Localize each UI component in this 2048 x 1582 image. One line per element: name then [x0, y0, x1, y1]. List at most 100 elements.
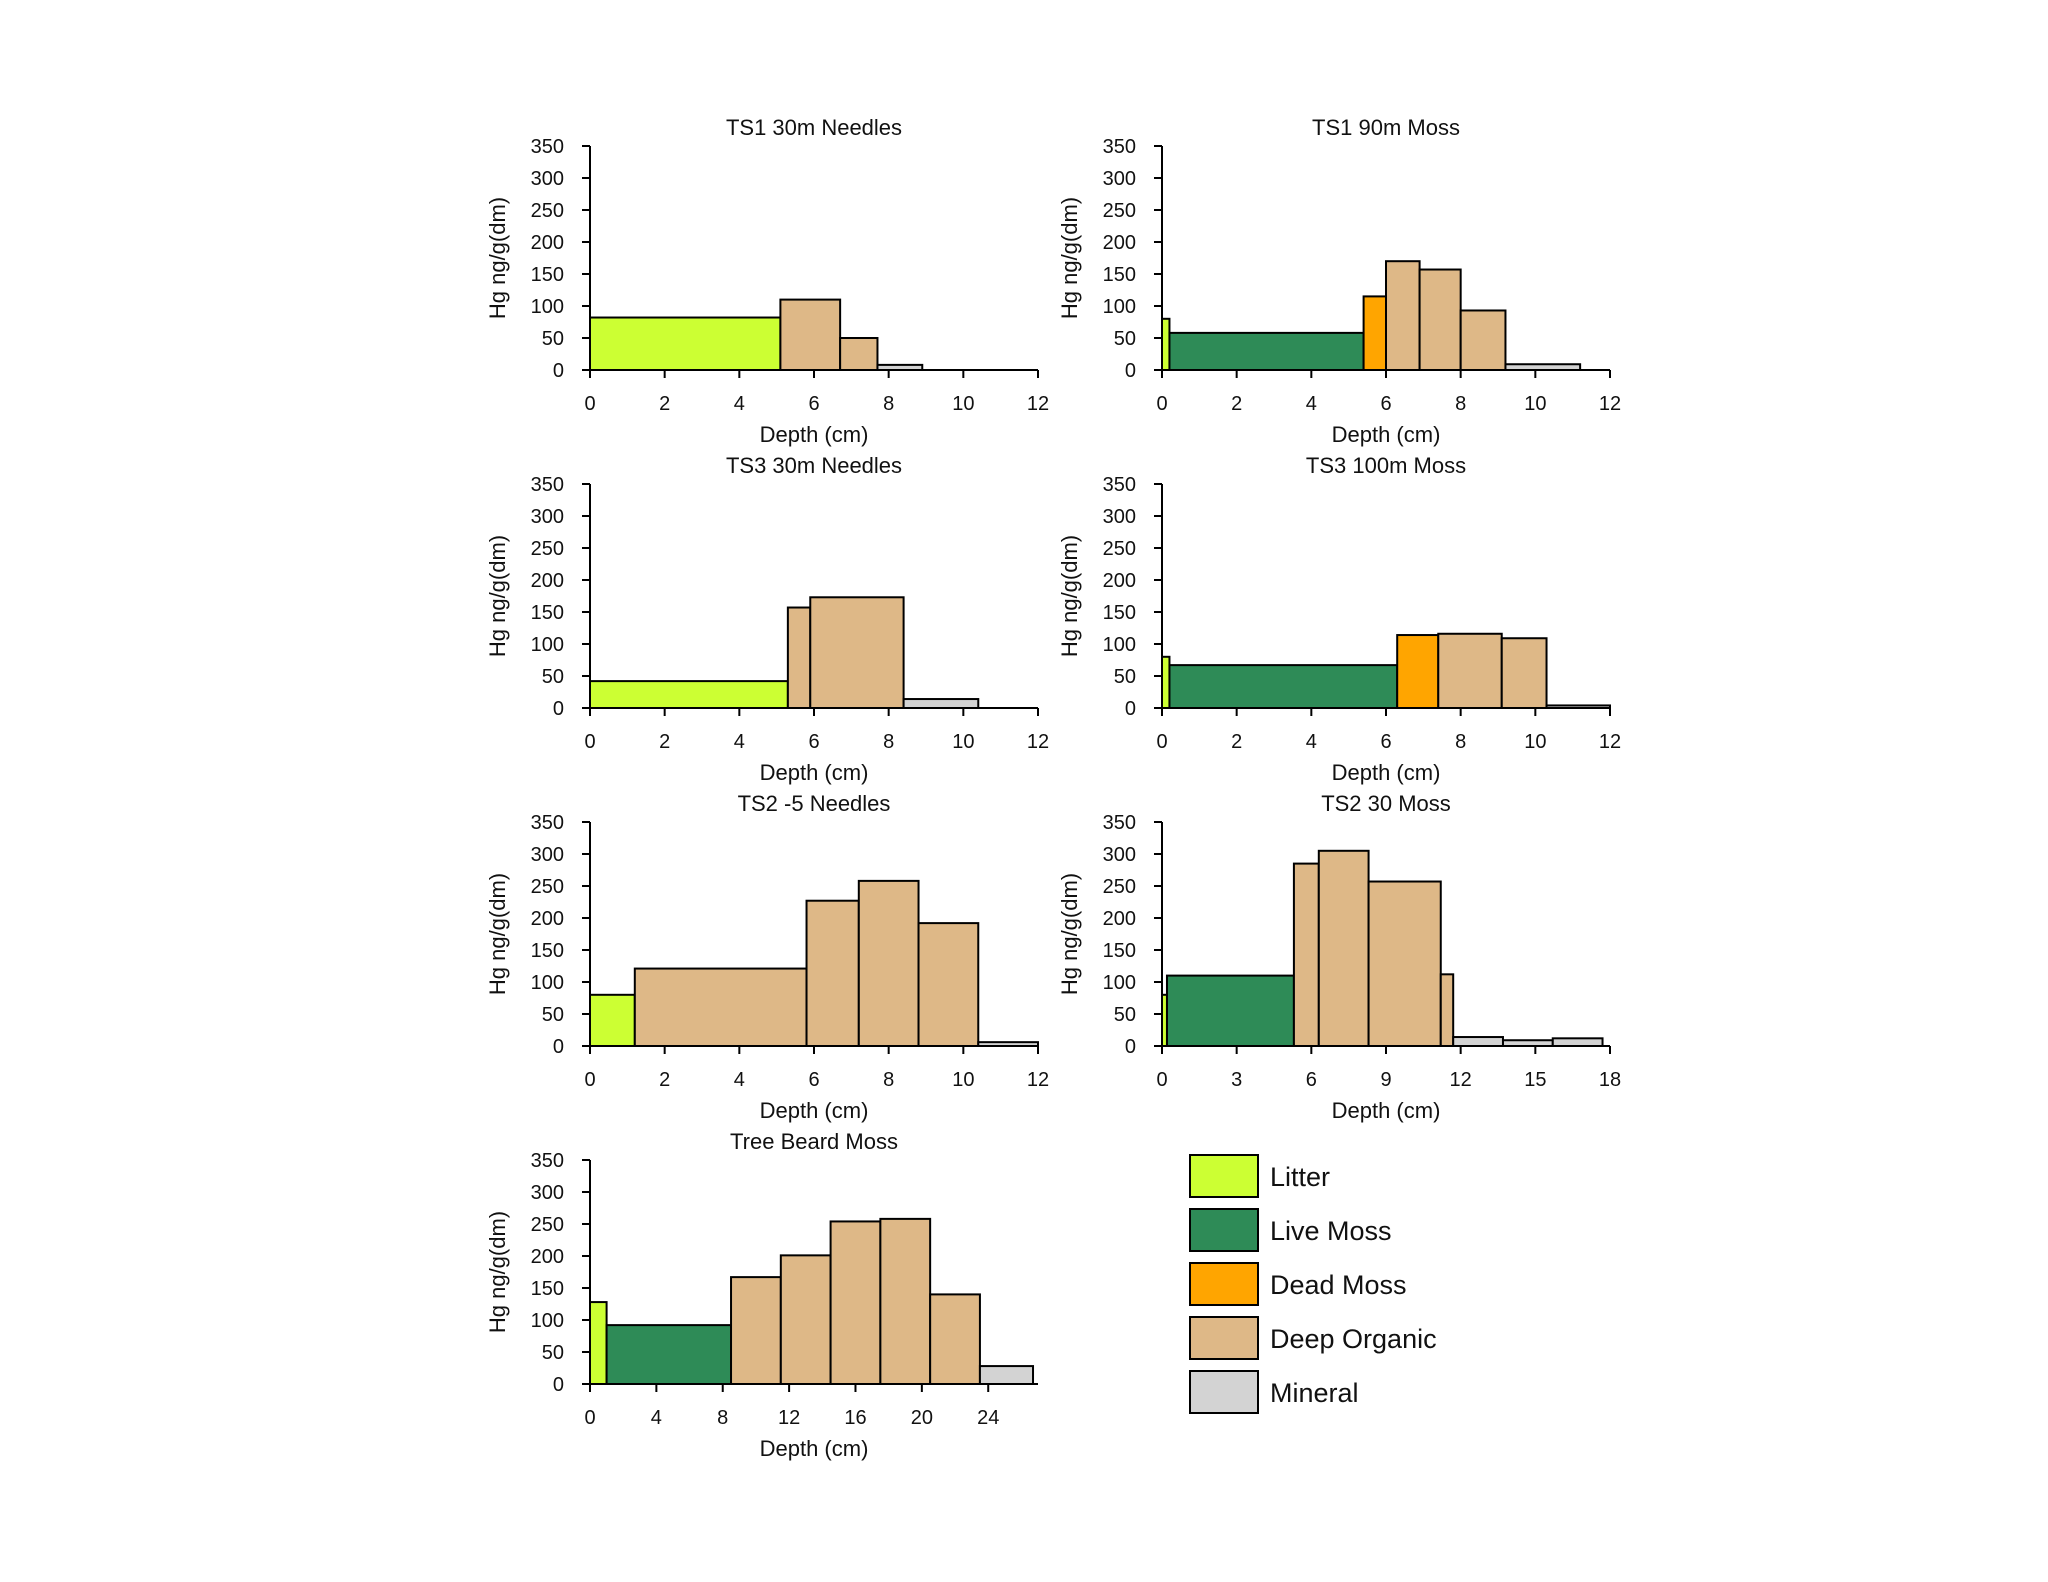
bar-deep-organic: [917, 922, 980, 1047]
y-axis-label: Hg ng/g(dm): [1057, 535, 1082, 657]
chart-title: Tree Beard Moss: [730, 1129, 898, 1154]
legend-item-dead-moss: Dead Moss: [1189, 1262, 1407, 1306]
bar-mineral: [902, 698, 980, 709]
bar-deep-organic: [779, 298, 842, 372]
chart-panel: 0 50 100 150 200 250 300 350 0 4 8 12 16 20 24 Tree Bea…: [485, 1129, 1038, 1461]
bar-deep-organic: [929, 1293, 981, 1386]
chart-panel: 0 50 100 150 200 250 300 350 0 2 4 6 8 10 12 TS1 90m Mo…: [1057, 115, 1621, 447]
y-tick-label: 50: [542, 1342, 564, 1364]
x-tick-label: 0: [1156, 731, 1167, 753]
bar-dead-moss: [1396, 634, 1440, 709]
y-tick-label: 100: [1103, 296, 1136, 318]
bar-live-moss: [605, 1324, 733, 1385]
y-axis-label: Hg ng/g(dm): [485, 1211, 510, 1333]
y-tick-label: 150: [1103, 264, 1136, 286]
chart-panel: 0 50 100 150 200 250 300 350 0 2 4 6 8 10 12 TS3 30m Ne…: [485, 453, 1049, 785]
x-tick-label: 15: [1524, 1069, 1546, 1091]
x-tick-label: 2: [659, 731, 670, 753]
x-tick-label: 4: [734, 1069, 745, 1091]
x-tick-label: 10: [1524, 393, 1546, 415]
x-tick-label: 0: [584, 393, 595, 415]
bar-litter: [589, 993, 636, 1047]
x-axis-label: Depth (cm): [1332, 422, 1441, 447]
y-tick-label: 350: [531, 136, 564, 158]
chart-title: TS1 30m Needles: [726, 115, 902, 140]
y-tick-label: 50: [542, 328, 564, 350]
x-tick-label: 3: [1231, 1069, 1242, 1091]
x-tick-label: 10: [952, 393, 974, 415]
x-tick-label: 0: [584, 731, 595, 753]
y-tick-label: 50: [542, 666, 564, 688]
y-tick-label: 100: [531, 1310, 564, 1332]
y-tick-label: 0: [553, 698, 564, 720]
x-tick-label: 4: [734, 731, 745, 753]
x-tick-label: 18: [1599, 1069, 1621, 1091]
y-axis-label: Hg ng/g(dm): [485, 873, 510, 995]
y-tick-label: 150: [531, 1278, 564, 1300]
chart-title: TS2 30 Moss: [1321, 791, 1451, 816]
y-tick-label: 0: [1125, 1036, 1136, 1058]
y-tick-label: 150: [1103, 602, 1136, 624]
x-tick-label: 4: [734, 393, 745, 415]
y-tick-label: 250: [531, 200, 564, 222]
y-tick-label: 100: [531, 972, 564, 994]
bar-deep-organic: [1418, 268, 1462, 371]
x-tick-label: 12: [1027, 1069, 1049, 1091]
legend-swatch: [1189, 1154, 1259, 1198]
x-axis-label: Depth (cm): [1332, 1098, 1441, 1123]
x-tick-label: 4: [1306, 393, 1317, 415]
x-tick-label: 12: [1450, 1069, 1472, 1091]
bar-deep-organic: [1500, 637, 1548, 709]
x-tick-label: 6: [808, 731, 819, 753]
x-tick-label: 6: [1380, 731, 1391, 753]
legend-label: Live Moss: [1270, 1216, 1392, 1246]
bar-deep-organic: [1439, 973, 1455, 1048]
y-axis-label: Hg ng/g(dm): [485, 197, 510, 319]
legend-label: Dead Moss: [1270, 1270, 1407, 1300]
chart-panel: 0 50 100 150 200 250 300 350 0 2 4 6 8 10 12 TS1 30m Ne…: [485, 115, 1049, 447]
y-tick-label: 0: [553, 1036, 564, 1058]
chart-title: TS3 100m Moss: [1306, 453, 1466, 478]
x-axis-label: Depth (cm): [760, 422, 869, 447]
x-tick-label: 12: [1599, 393, 1621, 415]
x-tick-label: 6: [808, 1069, 819, 1091]
x-tick-label: 0: [584, 1069, 595, 1091]
x-axis-label: Depth (cm): [760, 1436, 869, 1461]
legend-item-deep-organic: Deep Organic: [1189, 1316, 1437, 1360]
bar-deep-organic: [879, 1217, 932, 1385]
y-tick-label: 250: [531, 876, 564, 898]
x-tick-label: 10: [952, 731, 974, 753]
chart-panel: 0 50 100 150 200 250 300 350 0 3 6 9 12 15 18 TS2 30 Mo…: [1057, 791, 1621, 1123]
x-tick-label: 8: [1455, 393, 1466, 415]
y-tick-label: 50: [1114, 666, 1136, 688]
x-tick-label: 8: [883, 1069, 894, 1091]
y-tick-label: 350: [531, 474, 564, 496]
x-tick-label: 4: [1306, 731, 1317, 753]
y-tick-label: 300: [531, 168, 564, 190]
x-tick-label: 2: [1231, 393, 1242, 415]
y-tick-label: 300: [531, 506, 564, 528]
y-tick-label: 300: [1103, 168, 1136, 190]
y-tick-label: 50: [542, 1004, 564, 1026]
bar-litter: [589, 680, 789, 709]
x-tick-label: 0: [584, 1407, 595, 1429]
y-tick-label: 100: [531, 634, 564, 656]
x-tick-label: 8: [883, 393, 894, 415]
bar-litter: [589, 1301, 608, 1385]
y-tick-label: 200: [1103, 570, 1136, 592]
legend-item-litter: Litter: [1189, 1154, 1330, 1198]
y-tick-label: 0: [553, 360, 564, 382]
y-tick-label: 350: [531, 1150, 564, 1172]
bar-deep-organic: [1367, 880, 1442, 1048]
bar-live-moss: [1168, 331, 1365, 372]
y-tick-label: 250: [531, 1214, 564, 1236]
x-axis-label: Depth (cm): [760, 760, 869, 785]
bar-deep-organic: [779, 1254, 832, 1385]
x-tick-label: 0: [1156, 1069, 1167, 1091]
bar-dead-moss: [1362, 295, 1387, 371]
y-tick-label: 100: [1103, 972, 1136, 994]
y-tick-label: 150: [531, 940, 564, 962]
x-tick-label: 0: [1156, 393, 1167, 415]
x-axis-label: Depth (cm): [760, 1098, 869, 1123]
bar-deep-organic: [805, 899, 860, 1047]
